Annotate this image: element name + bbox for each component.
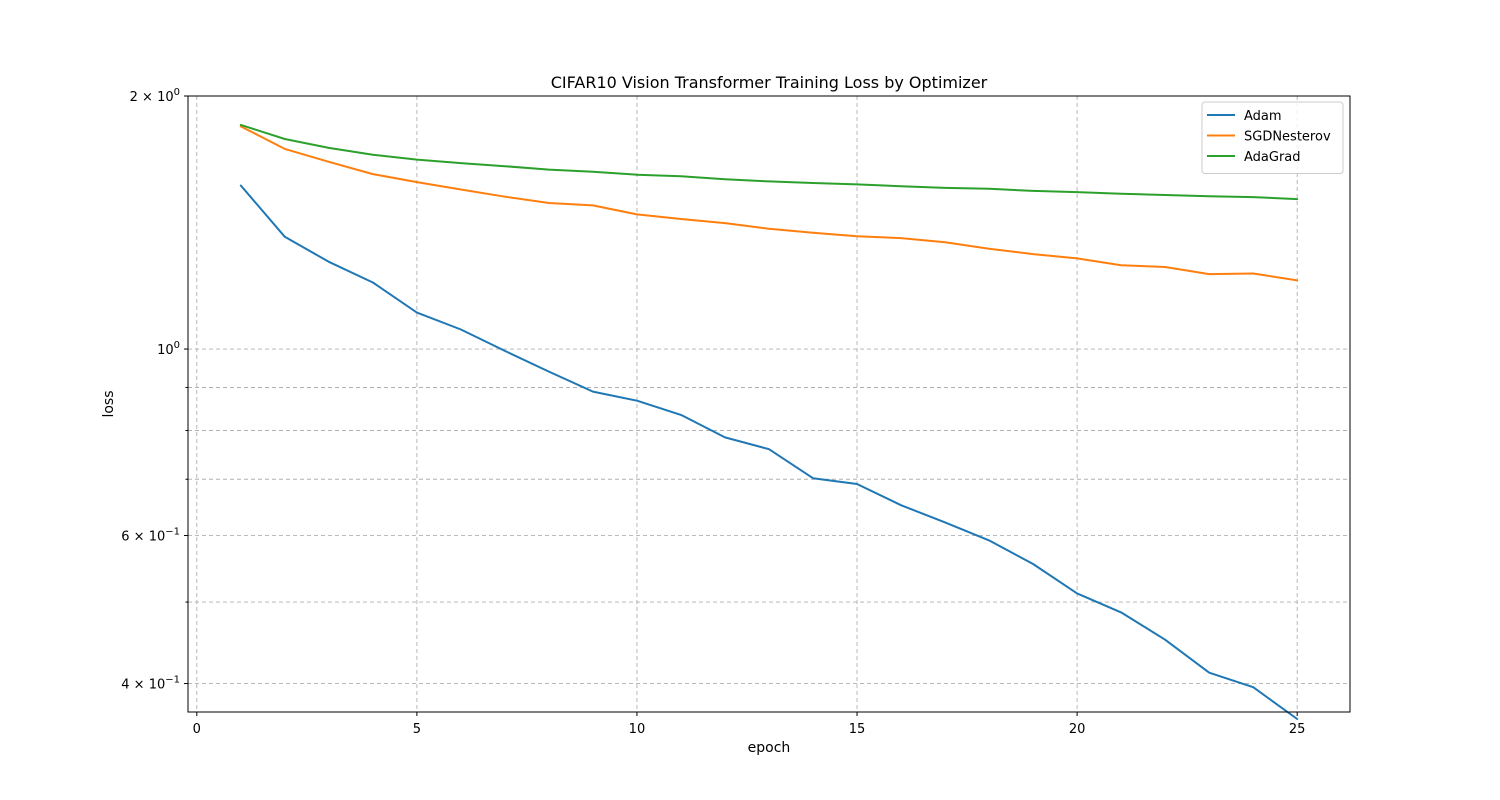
y-tick-base: 4 × 10: [121, 678, 165, 693]
legend-frame: [1201, 101, 1344, 174]
legend-label: AdaGrad: [1244, 150, 1301, 165]
series-line-adagrad: [239, 123, 1299, 201]
y-tick-exponent: −1: [165, 527, 180, 538]
chart-title: CIFAR10 Vision Transformer Training Loss…: [551, 73, 988, 92]
series-line-sgdnesterov: [239, 125, 1299, 282]
y-tick-label: 100: [157, 340, 180, 358]
legend-label: SGDNesterov: [1244, 130, 1331, 145]
x-axis-label: epoch: [748, 740, 791, 756]
y-tick-exponent: −1: [165, 675, 180, 686]
x-axis-ticks: 0 5 10 15 20 25: [193, 712, 1306, 737]
plot-frame: [187, 95, 1351, 713]
y-tick-base: 10: [157, 343, 174, 358]
grid: [188, 95, 1350, 712]
y-tick-exponent: 0: [174, 87, 180, 98]
series-line-adam: [239, 184, 1299, 720]
x-tick-label: 15: [849, 722, 866, 737]
legend-label: Adam: [1244, 109, 1282, 124]
y-tick-base: 2 × 10: [130, 90, 174, 105]
x-tick-label: 5: [413, 722, 421, 737]
x-tick-label: 20: [1069, 722, 1086, 737]
y-tick-label: 4 × 10−1: [121, 675, 180, 693]
y-axis-label: loss: [101, 390, 117, 417]
series-lines: [239, 123, 1299, 720]
x-tick-label: 10: [629, 722, 646, 737]
x-tick-label: 25: [1289, 722, 1306, 737]
y-tick-base: 6 × 10: [121, 530, 165, 545]
y-tick-label: 6 × 10−1: [121, 527, 180, 545]
x-tick-label: 0: [193, 722, 201, 737]
legend: Adam SGDNesterov AdaGrad: [1201, 101, 1344, 174]
y-tick-label: 2 × 100: [130, 87, 180, 105]
y-tick-exponent: 0: [174, 340, 180, 351]
